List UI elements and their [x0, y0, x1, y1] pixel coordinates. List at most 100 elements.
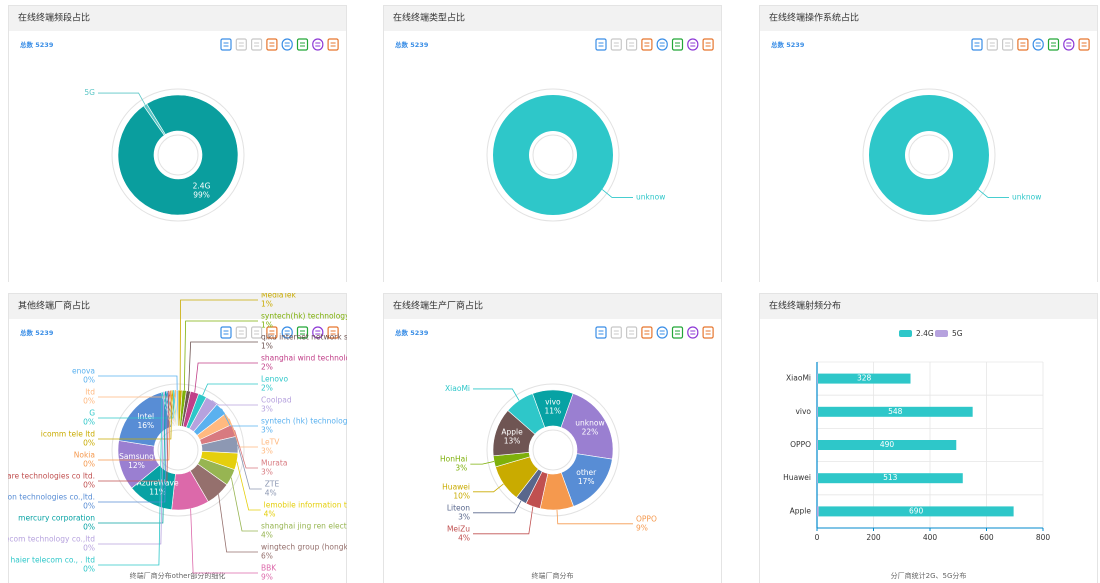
toolbar-icon[interactable]	[656, 38, 668, 51]
icon-shape[interactable]	[327, 326, 339, 339]
toolbar-icon[interactable]	[687, 326, 699, 339]
icon-shape[interactable]	[1032, 38, 1044, 51]
icon-shape[interactable]	[595, 326, 607, 339]
icon-shape[interactable]	[1063, 38, 1075, 51]
slice-value-label: 0%	[83, 523, 95, 532]
slice-label: qiku internet network scientific (shen	[261, 333, 401, 342]
icon-shape[interactable]	[656, 326, 668, 339]
toolbar-icon[interactable]	[327, 326, 339, 339]
icon-shape[interactable]	[671, 326, 684, 339]
icon-shape[interactable]	[281, 38, 293, 51]
toolbar-icon[interactable]	[1063, 38, 1075, 51]
icon-shape[interactable]	[610, 38, 622, 51]
toolbar-icon[interactable]	[971, 38, 983, 51]
toolbar-icon[interactable]	[610, 38, 622, 51]
toolbar-icon[interactable]	[281, 326, 293, 339]
slice-label: Apple	[501, 427, 523, 436]
icon-shape[interactable]	[595, 38, 607, 51]
toolbar-icon[interactable]	[220, 326, 232, 339]
leader-line	[98, 390, 170, 482]
toolbar-icon[interactable]	[595, 326, 607, 339]
slice-label: Samsung	[119, 452, 154, 461]
toolbar-icon[interactable]	[1032, 38, 1044, 51]
toolbar-icon[interactable]	[641, 326, 653, 339]
icon-shape[interactable]	[327, 38, 339, 51]
toolbar-icon[interactable]	[296, 326, 309, 339]
icon-shape[interactable]	[251, 38, 263, 51]
icon-shape[interactable]	[220, 38, 232, 51]
icon-shape[interactable]	[1047, 38, 1060, 51]
slice-label: lemobile information techn	[264, 501, 366, 510]
icon-shape[interactable]	[656, 38, 668, 51]
icon-shape[interactable]	[641, 38, 653, 51]
icon-shape[interactable]	[687, 326, 699, 339]
toolbar-icon[interactable]	[702, 326, 714, 339]
toolbar-icon[interactable]	[312, 38, 324, 51]
toolbar-icon[interactable]	[235, 38, 247, 51]
bar	[817, 373, 911, 384]
icon-shape[interactable]	[312, 38, 324, 51]
bar-value-label: 513	[883, 473, 898, 482]
icon-shape[interactable]	[625, 38, 638, 51]
icon-shape[interactable]	[610, 326, 622, 339]
toolbar-icon[interactable]	[1078, 38, 1090, 51]
slice-value-label: 0%	[83, 376, 95, 385]
icon-shape[interactable]	[702, 326, 714, 339]
icon-shape[interactable]	[235, 326, 247, 339]
pie-slice	[175, 389, 179, 427]
outer-ring	[111, 383, 245, 517]
leader-line	[98, 391, 168, 503]
toolbar-icon[interactable]	[312, 326, 324, 339]
slice-label: BBK	[261, 564, 277, 573]
toolbar-icon[interactable]	[595, 38, 607, 51]
toolbar-icon[interactable]	[296, 38, 309, 51]
toolbar-icon[interactable]	[281, 38, 293, 51]
toolbar-icon[interactable]	[266, 326, 278, 339]
toolbar-icon[interactable]	[610, 326, 622, 339]
toolbar-icon[interactable]	[671, 326, 684, 339]
toolbar-icon[interactable]	[625, 326, 638, 339]
leader-line	[98, 392, 163, 566]
icon-shape[interactable]	[266, 326, 278, 339]
toolbar-icon[interactable]	[1017, 38, 1029, 51]
toolbar-icon[interactable]	[266, 38, 278, 51]
x-tick-label: 600	[979, 533, 994, 542]
slice-label: vivo	[545, 398, 561, 407]
icon-shape[interactable]	[235, 38, 247, 51]
toolbar-icon[interactable]	[251, 326, 263, 339]
icon-shape[interactable]	[281, 326, 293, 339]
toolbar-icon[interactable]	[702, 38, 714, 51]
toolbar-icon[interactable]	[1001, 38, 1014, 51]
toolbar-icon[interactable]	[986, 38, 998, 51]
icon-shape[interactable]	[312, 326, 324, 339]
icon-shape[interactable]	[1017, 38, 1029, 51]
icon-shape[interactable]	[266, 38, 278, 51]
toolbar-icon[interactable]	[687, 38, 699, 51]
icon-shape[interactable]	[625, 326, 638, 339]
icon-shape[interactable]	[702, 38, 714, 51]
slice-label: syntech(hk) technology limited	[261, 312, 378, 321]
icon-shape[interactable]	[641, 326, 653, 339]
icon-shape[interactable]	[296, 38, 309, 51]
toolbar-icon[interactable]	[251, 38, 263, 51]
toolbar-icon[interactable]	[625, 38, 638, 51]
icon-shape[interactable]	[1078, 38, 1090, 51]
icon-shape[interactable]	[971, 38, 983, 51]
icon-shape[interactable]	[1001, 38, 1014, 51]
legend-swatch	[935, 330, 948, 337]
toolbar-icon[interactable]	[327, 38, 339, 51]
icon-shape[interactable]	[671, 38, 684, 51]
toolbar-icon[interactable]	[1047, 38, 1060, 51]
toolbar-icon[interactable]	[220, 38, 232, 51]
toolbar-icon[interactable]	[235, 326, 247, 339]
icon-shape[interactable]	[296, 326, 309, 339]
icon-shape[interactable]	[687, 38, 699, 51]
icon-shape[interactable]	[986, 38, 998, 51]
toolbar-icon[interactable]	[656, 326, 668, 339]
total-count: 总数 5239	[771, 40, 805, 49]
toolbar-icon[interactable]	[671, 38, 684, 51]
icon-shape[interactable]	[251, 326, 263, 339]
icon-shape[interactable]	[220, 326, 232, 339]
toolbar-icon[interactable]	[641, 38, 653, 51]
